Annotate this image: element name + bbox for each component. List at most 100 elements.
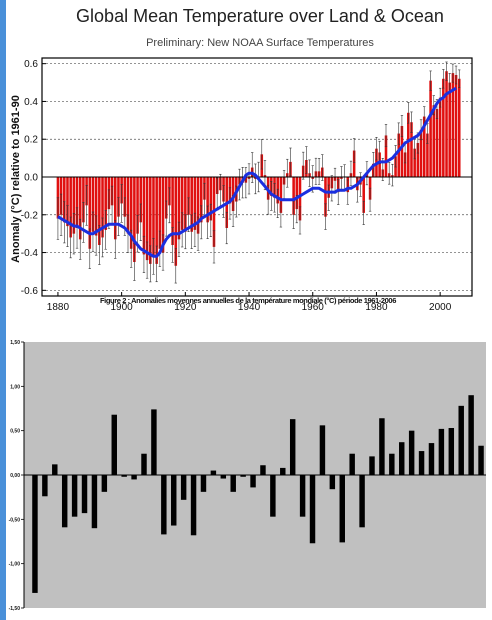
data-bar	[117, 177, 120, 217]
data-bar	[209, 177, 213, 221]
data-bar	[438, 428, 445, 475]
data-bar	[403, 152, 407, 177]
data-bar	[359, 475, 365, 528]
data-bar	[289, 419, 296, 475]
data-bar	[69, 177, 72, 238]
data-bar	[32, 475, 38, 593]
data-bar	[101, 177, 104, 238]
data-bar	[295, 177, 299, 210]
x-tick-label: 1960	[302, 302, 325, 313]
data-bar	[478, 445, 484, 475]
left-accent-bar	[0, 0, 6, 620]
data-bar	[339, 475, 345, 543]
data-bar	[75, 177, 79, 228]
data-bar	[454, 75, 458, 177]
y-tick-label: 0,00	[10, 473, 20, 479]
data-bar	[171, 475, 177, 526]
data-bar	[61, 475, 68, 528]
data-bar	[397, 133, 401, 177]
data-bar	[71, 475, 78, 517]
temperature-anomaly-chart: 0.6 0.4 0.2 0.0 -0.2 -0.4 -0.6 1880 1900 1920 1940…	[10, 57, 473, 313]
data-bar	[152, 177, 155, 257]
y-tick-label: 0.2	[24, 135, 38, 146]
data-bar	[196, 177, 200, 234]
x-tick-label: 1880	[47, 302, 70, 313]
data-bar	[298, 177, 302, 221]
y-tick-label: 0.4	[24, 97, 38, 108]
data-bar	[145, 177, 149, 261]
x-tick-label: 1900	[111, 302, 134, 313]
data-bar	[240, 475, 246, 477]
data-bar	[448, 82, 451, 177]
data-bar	[82, 177, 85, 223]
data-bar	[123, 177, 127, 217]
data-bar	[52, 464, 58, 475]
data-bar	[113, 177, 117, 240]
data-bar	[270, 475, 276, 517]
data-bar	[161, 475, 167, 535]
data-bar	[468, 395, 474, 475]
data-bar	[230, 475, 236, 492]
data-bar	[177, 177, 181, 240]
y-tick-label: -1,00	[9, 562, 21, 568]
data-bar	[129, 177, 133, 249]
y-tick-label: -1,50	[9, 606, 21, 612]
data-bar	[180, 475, 187, 500]
chart-title: Global Mean Temperature over Land & Ocea…	[76, 6, 444, 26]
data-bar	[133, 177, 136, 262]
x-tick-label: 2000	[429, 302, 452, 313]
data-bar	[42, 475, 48, 497]
data-bar	[389, 453, 395, 475]
y-tick-label: -0.6	[21, 286, 39, 297]
x-tick-label: 1940	[238, 302, 261, 313]
data-bar	[438, 97, 442, 177]
data-bar	[250, 475, 256, 488]
data-bar	[352, 150, 356, 177]
data-bar	[407, 112, 410, 177]
data-bar	[210, 470, 217, 475]
data-bar	[399, 442, 405, 475]
y-tick-label: 0,50	[10, 429, 20, 435]
data-bar	[429, 80, 432, 177]
data-bar	[151, 409, 157, 475]
data-bar	[442, 78, 445, 177]
data-bar	[98, 177, 101, 245]
data-bar	[445, 71, 448, 177]
data-bar	[155, 177, 158, 264]
data-bar	[400, 126, 404, 177]
data-bar	[260, 465, 266, 475]
data-bar	[121, 475, 127, 477]
data-bar	[66, 177, 69, 227]
data-bar	[193, 177, 197, 230]
data-bar	[309, 475, 316, 544]
data-bar	[141, 453, 147, 475]
y-tick-label: -0,50	[9, 517, 21, 523]
data-bar	[111, 414, 117, 475]
chart-subtitle: Preliminary: New NOAA Surface Temperatur…	[146, 37, 374, 49]
data-bar	[458, 405, 464, 475]
data-bar	[448, 428, 455, 475]
data-bar	[126, 177, 130, 234]
y-tick-label: -0.4	[21, 248, 39, 259]
data-bar	[369, 456, 375, 475]
data-bar	[72, 177, 76, 234]
data-bar	[378, 152, 381, 177]
y-axis-label: Anomaly (°C) relative to 1961-90	[10, 95, 22, 263]
y-tick-label: 1,00	[10, 384, 20, 390]
data-bar	[158, 177, 162, 249]
data-bar	[184, 177, 187, 232]
data-bar	[457, 78, 461, 177]
figure-caption: Figure 2 : Anomalies moyennes annuelles …	[100, 296, 396, 305]
data-bar	[419, 129, 423, 177]
data-bar	[220, 475, 227, 479]
data-bar	[410, 122, 413, 177]
data-bar	[104, 177, 107, 230]
data-bar	[418, 451, 425, 475]
data-bar	[171, 177, 174, 245]
data-bar	[136, 177, 139, 234]
data-bar	[131, 475, 137, 480]
data-bar	[190, 177, 193, 232]
data-bar	[142, 177, 146, 255]
data-bar	[190, 475, 197, 536]
data-bar	[149, 177, 152, 264]
